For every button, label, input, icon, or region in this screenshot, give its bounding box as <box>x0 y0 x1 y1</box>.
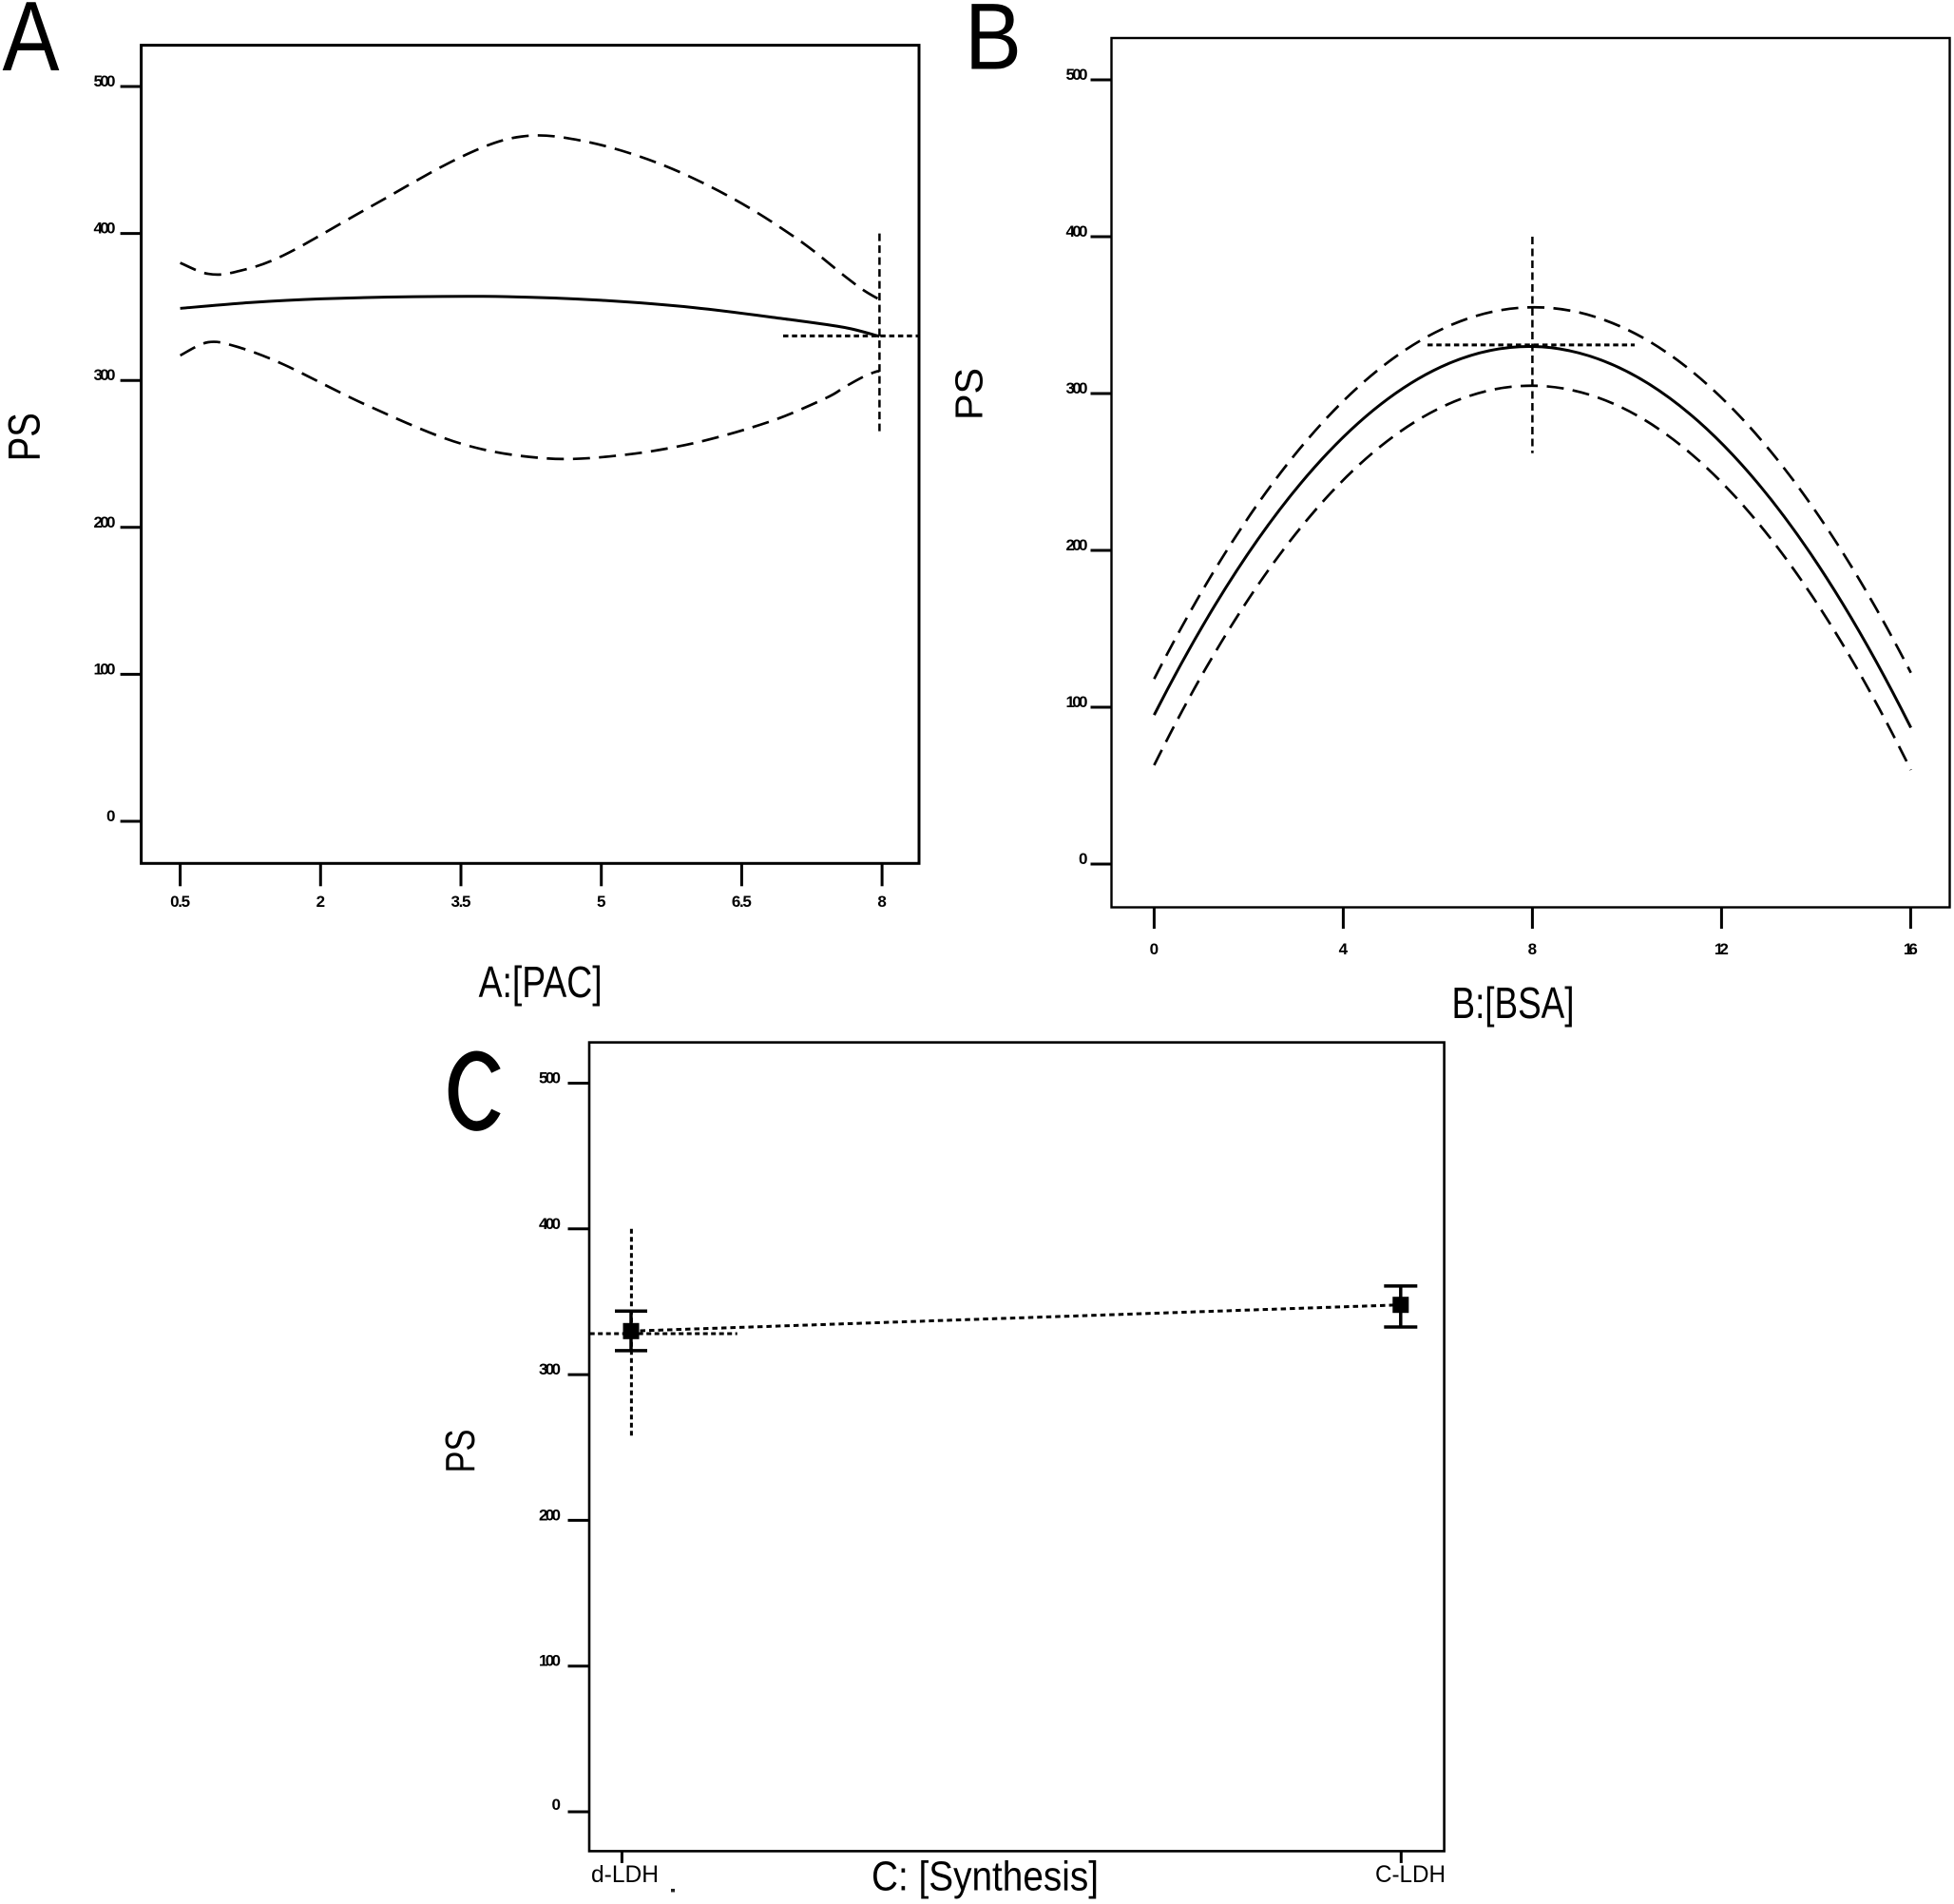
svg-text:5: 5 <box>597 893 605 911</box>
svg-text:400: 400 <box>94 220 116 238</box>
svg-text:PS: PS <box>437 1430 484 1473</box>
svg-text:400: 400 <box>1066 222 1088 240</box>
svg-text:0: 0 <box>106 807 115 825</box>
svg-text:300: 300 <box>94 366 116 384</box>
svg-text:0: 0 <box>1079 850 1087 868</box>
svg-text:0: 0 <box>552 1796 561 1814</box>
svg-text:C-LDH: C-LDH <box>1375 1861 1446 1888</box>
svg-text:A:[PAC]: A:[PAC] <box>479 957 603 1007</box>
svg-text:500: 500 <box>94 72 116 90</box>
svg-text:d-LDH: d-LDH <box>591 1861 659 1888</box>
svg-text:400: 400 <box>539 1215 561 1233</box>
svg-text:3.5: 3.5 <box>451 893 471 911</box>
svg-text:PS: PS <box>0 413 49 461</box>
svg-text:200: 200 <box>539 1506 561 1524</box>
svg-text:4: 4 <box>1339 940 1349 958</box>
svg-text:300: 300 <box>539 1360 561 1378</box>
svg-text:12: 12 <box>1715 940 1729 958</box>
svg-text:300: 300 <box>1066 379 1088 397</box>
svg-text:B:[BSA]: B:[BSA] <box>1452 978 1575 1028</box>
svg-text:100: 100 <box>94 660 116 678</box>
svg-text:B: B <box>965 0 1022 89</box>
svg-text:16: 16 <box>1904 940 1918 958</box>
svg-text:2: 2 <box>316 893 325 911</box>
svg-text:0.5: 0.5 <box>170 893 190 911</box>
svg-text:A: A <box>3 0 61 92</box>
svg-text:6.5: 6.5 <box>732 893 752 911</box>
svg-text:500: 500 <box>1066 66 1088 84</box>
svg-text:100: 100 <box>1066 693 1088 711</box>
svg-text:200: 200 <box>94 513 116 531</box>
svg-text:C: [Synthesis]: C: [Synthesis] <box>872 1854 1099 1900</box>
svg-text:100: 100 <box>539 1652 561 1670</box>
svg-text:200: 200 <box>1066 536 1088 554</box>
svg-text:8: 8 <box>1528 940 1537 958</box>
svg-text:PS: PS <box>948 368 991 420</box>
svg-text:500: 500 <box>539 1069 561 1087</box>
svg-text:0: 0 <box>1150 940 1159 958</box>
svg-text:8: 8 <box>877 893 886 911</box>
